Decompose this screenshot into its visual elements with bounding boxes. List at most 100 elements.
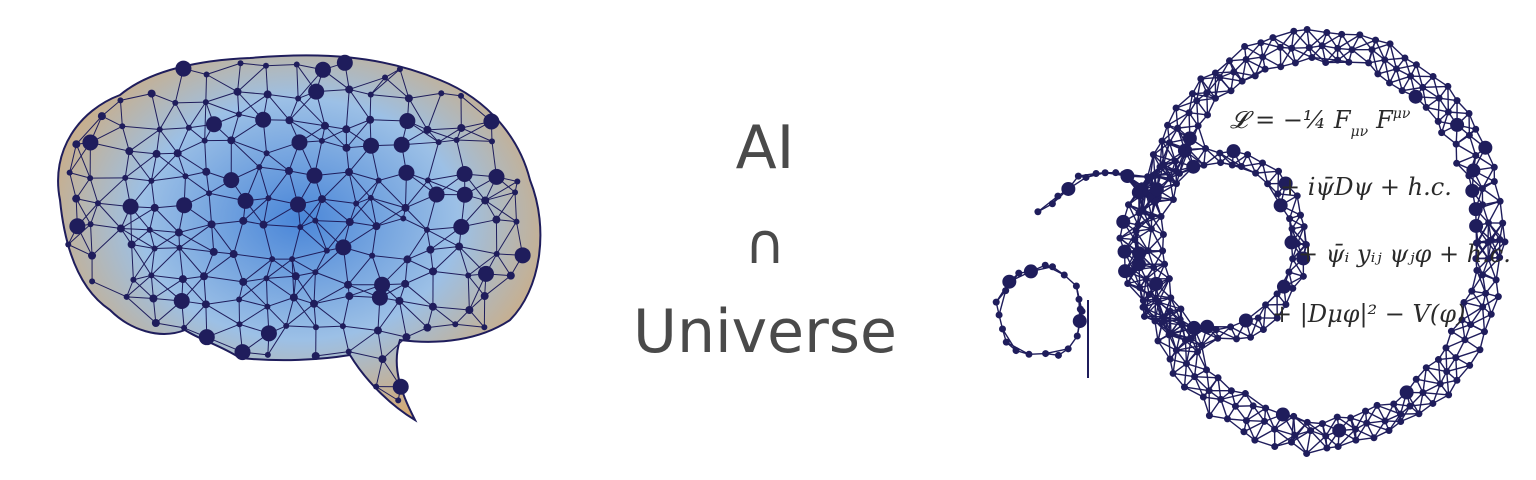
mesh-edge xyxy=(1470,313,1492,326)
mesh-node xyxy=(1262,404,1270,412)
mesh-node xyxy=(1118,264,1133,279)
mesh-edge xyxy=(484,275,512,297)
mesh-edge xyxy=(427,129,457,141)
mesh-node xyxy=(423,323,432,332)
mesh-edge xyxy=(239,306,268,325)
mesh-edge xyxy=(120,207,155,229)
mesh-edge xyxy=(1272,30,1295,39)
mesh-node xyxy=(1060,271,1068,279)
mesh-edge xyxy=(1274,428,1292,443)
mesh-edge xyxy=(151,175,186,182)
mesh-edge xyxy=(433,270,469,277)
mesh-edge xyxy=(263,198,269,225)
mesh-node xyxy=(1112,169,1120,177)
mesh-node xyxy=(255,111,272,128)
mesh-node xyxy=(1276,43,1284,51)
mesh-node xyxy=(1332,423,1347,438)
mesh-edge xyxy=(266,278,295,298)
mesh-node xyxy=(1465,183,1480,198)
mesh-edge xyxy=(159,127,189,130)
mesh-edge xyxy=(206,62,241,75)
mesh-node xyxy=(1176,169,1184,177)
mesh-edge xyxy=(372,255,408,260)
mesh-node xyxy=(1205,412,1213,420)
mesh-edge xyxy=(321,128,347,142)
mesh-node xyxy=(1472,239,1480,247)
mesh-edge xyxy=(346,119,371,149)
mesh-node xyxy=(1472,152,1480,160)
mesh-node xyxy=(375,177,382,184)
mesh-node xyxy=(1284,235,1299,250)
mesh-edge xyxy=(1161,140,1176,162)
mesh-edge xyxy=(1384,59,1391,84)
mesh-edge xyxy=(150,153,158,181)
mesh-node xyxy=(1473,266,1481,274)
mesh-node xyxy=(227,136,236,145)
mesh-node xyxy=(339,323,346,330)
mesh-node xyxy=(1347,414,1355,422)
mesh-node xyxy=(1365,59,1373,67)
mesh-node xyxy=(398,164,415,181)
mesh-edge xyxy=(427,127,462,131)
mesh-node xyxy=(293,61,300,68)
mesh-node xyxy=(382,74,389,81)
mesh-edge xyxy=(426,93,442,131)
mesh-node xyxy=(176,197,193,214)
brain-network-illustration xyxy=(57,54,542,423)
mesh-node xyxy=(1142,188,1150,196)
mesh-node xyxy=(1399,385,1414,400)
mesh-edge xyxy=(406,229,428,260)
mesh-node xyxy=(1225,57,1233,65)
mesh-node xyxy=(1422,103,1430,111)
mesh-edge xyxy=(405,207,428,231)
mesh-edge xyxy=(370,197,406,209)
mesh-node xyxy=(1214,374,1222,382)
mesh-node xyxy=(1076,305,1084,313)
mesh-edge xyxy=(1321,45,1339,61)
mesh-edge xyxy=(348,171,372,199)
mesh-edge xyxy=(179,247,214,253)
mesh-node xyxy=(1072,282,1080,290)
mesh-edge xyxy=(124,153,157,179)
mesh-node xyxy=(1193,97,1201,105)
mesh-node xyxy=(172,99,179,106)
mesh-node xyxy=(1131,236,1139,244)
mesh-edge xyxy=(1241,59,1247,82)
mesh-node xyxy=(1187,334,1195,342)
mesh-node xyxy=(1204,111,1212,119)
mesh-edge xyxy=(1193,351,1199,377)
mesh-node xyxy=(1300,223,1308,231)
mesh-node xyxy=(1472,255,1480,263)
mesh-edge xyxy=(326,221,351,251)
mesh-node xyxy=(1478,185,1486,193)
mesh-edge xyxy=(1440,111,1449,133)
mesh-node xyxy=(1182,131,1197,146)
mesh-node xyxy=(1479,271,1487,279)
mesh-edge xyxy=(432,306,456,325)
mesh-node xyxy=(1092,169,1100,177)
mesh-node xyxy=(493,250,500,257)
mesh-node xyxy=(513,218,520,225)
mesh-node xyxy=(367,91,374,98)
mesh-edge xyxy=(1422,391,1449,396)
mesh-node xyxy=(1492,276,1500,284)
mesh-edge xyxy=(67,223,91,245)
mesh-node xyxy=(1180,383,1188,391)
mesh-node xyxy=(263,275,270,282)
mesh-node xyxy=(998,325,1006,333)
mesh-edge xyxy=(1184,340,1188,364)
mesh-node xyxy=(1472,125,1480,133)
mesh-node xyxy=(202,167,211,176)
mesh-node xyxy=(66,169,73,176)
mesh-node xyxy=(396,66,403,73)
mesh-node xyxy=(72,140,81,149)
mesh-edge xyxy=(204,140,207,172)
mesh-node xyxy=(1374,70,1382,78)
mesh-node xyxy=(1285,268,1293,276)
mesh-edge xyxy=(426,229,460,247)
mesh-node xyxy=(149,294,158,303)
mesh-node xyxy=(152,149,161,158)
mesh-node xyxy=(1442,344,1450,352)
mesh-edge xyxy=(122,125,160,130)
mesh-node xyxy=(1242,417,1250,425)
